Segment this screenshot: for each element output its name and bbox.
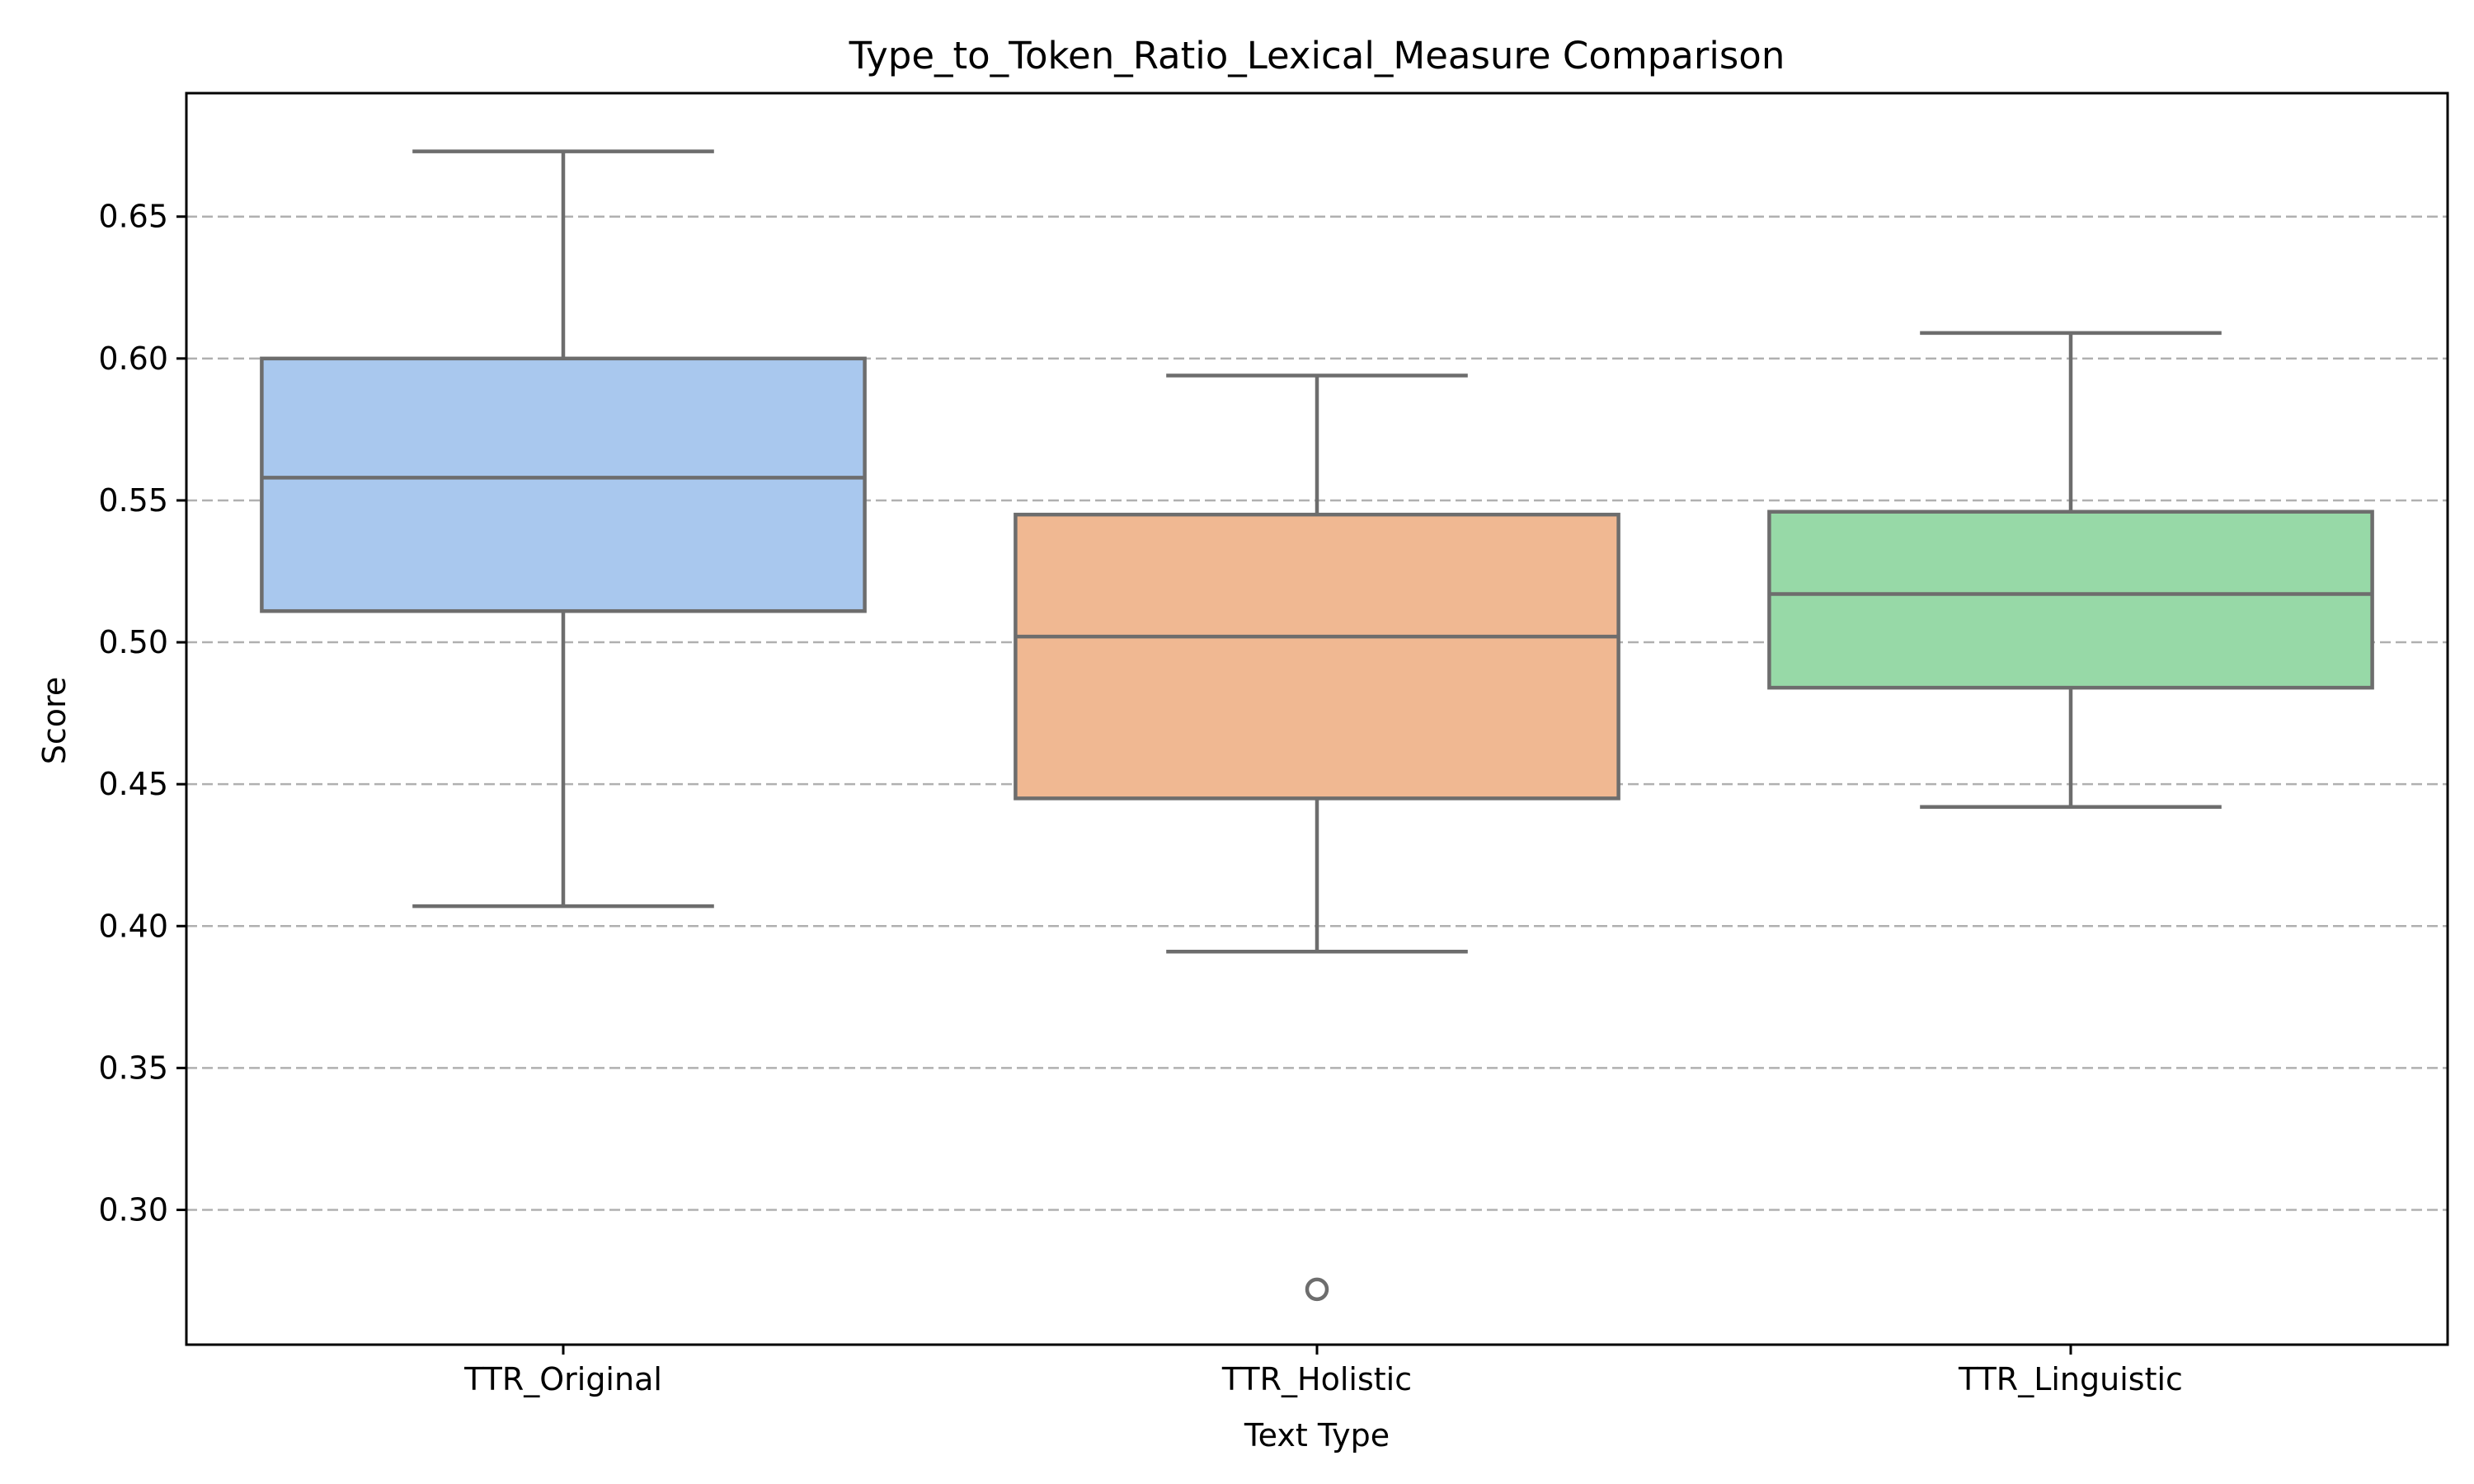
y-tick-label: 0.40 [98,908,168,944]
box-group-ttr-holistic [1014,373,1620,1302]
y-tick-label: 0.50 [98,624,168,660]
outlier-point [1305,1277,1329,1302]
y-tick-label: 0.60 [98,340,168,377]
y-axis-ticks: 0.30 0.35 0.40 0.45 0.50 0.55 0.60 0.65 [98,199,186,1228]
box-group-ttr-linguistic [1767,331,2374,809]
x-axis-label: Text Type [1244,1417,1390,1453]
chart-title: Type_to_Token_Ratio_Lexical_Measure Comp… [849,34,1785,77]
iqr-box [260,356,867,613]
boxes-layer [260,149,2374,1302]
box-group-ttr-original [260,149,867,909]
y-tick-label: 0.65 [98,199,168,235]
x-tick-label: TTR_Original [463,1361,662,1397]
iqr-box [1767,510,2374,690]
x-axis-ticks: TTR_Original TTR_Holistic TTR_Linguistic [463,1345,2183,1397]
y-tick-label: 0.45 [98,766,168,802]
x-tick-label: TTR_Linguistic [1958,1361,2183,1397]
iqr-box [1014,512,1620,801]
x-tick-label: TTR_Holistic [1221,1361,1412,1397]
y-tick-label: 0.35 [98,1050,168,1086]
y-axis-label: Score [36,677,73,764]
y-tick-label: 0.30 [98,1191,168,1228]
y-tick-label: 0.55 [98,482,168,519]
